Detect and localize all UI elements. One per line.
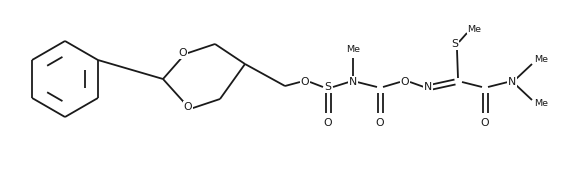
Text: S: S <box>451 39 459 49</box>
Text: O: O <box>401 77 409 87</box>
Text: Me: Me <box>467 24 481 34</box>
Text: O: O <box>481 118 490 128</box>
Text: S: S <box>324 82 332 92</box>
Text: Me: Me <box>346 46 360 55</box>
Text: O: O <box>375 118 384 128</box>
Text: Me: Me <box>534 55 548 64</box>
Text: N: N <box>424 82 432 92</box>
Text: N: N <box>349 77 357 87</box>
Text: O: O <box>301 77 309 87</box>
Text: N: N <box>508 77 516 87</box>
Text: Me: Me <box>534 100 548 108</box>
Text: O: O <box>179 48 187 58</box>
Text: O: O <box>324 118 332 128</box>
Text: O: O <box>184 102 192 112</box>
